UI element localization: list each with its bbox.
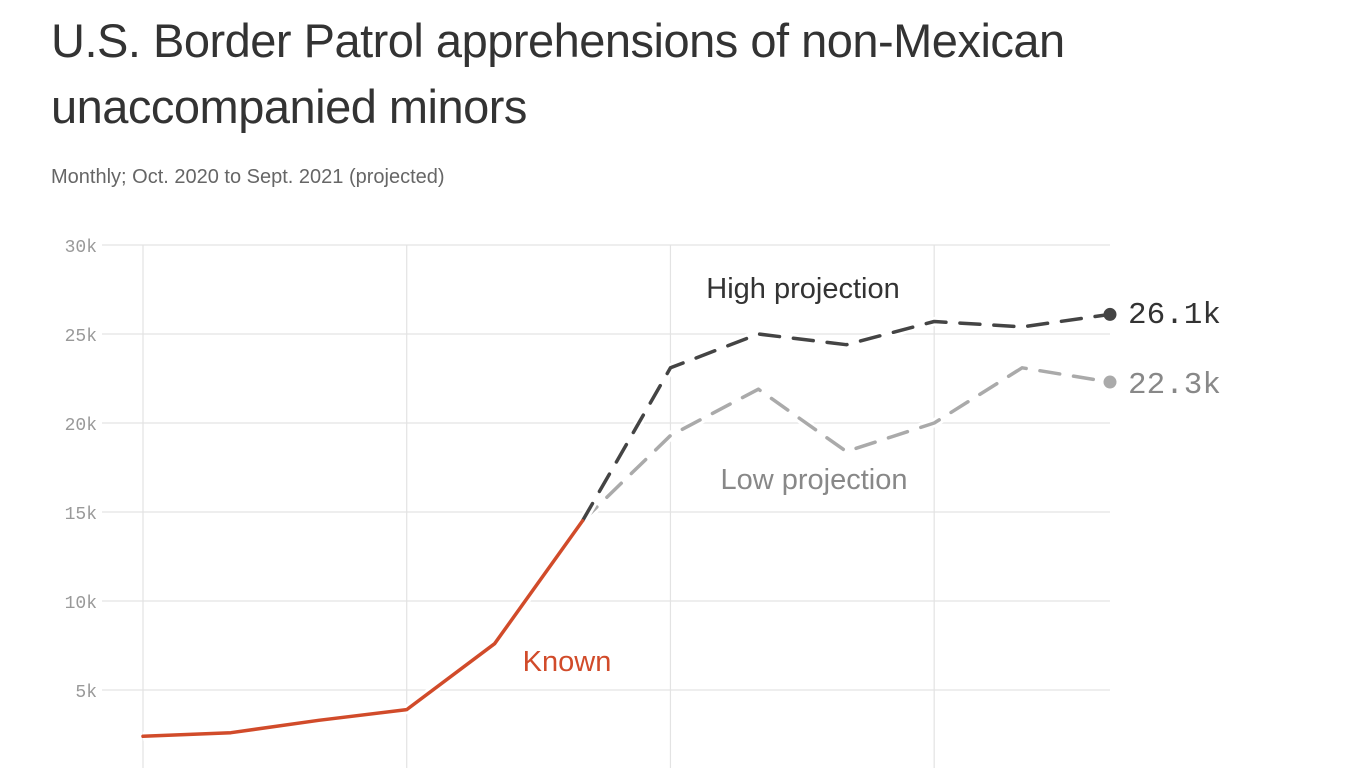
y-tick-label: 25k [65, 327, 97, 347]
chart-subtitle: Monthly; Oct. 2020 to Sept. 2021 (projec… [51, 166, 445, 188]
line-halo [142, 518, 587, 741]
low-projection-line [580, 366, 1112, 523]
chart-title: U.S. Border Patrol apprehensions of non-… [51, 14, 1065, 133]
known-label: Known [523, 646, 612, 678]
low-projection-label: Low projection [721, 464, 908, 496]
high-projection-line [580, 312, 1112, 523]
low-projection-end-dot [1103, 375, 1117, 389]
high-end-value: 26.1k [1128, 298, 1221, 333]
known-line [141, 519, 585, 739]
low-end-value: 22.3k [1128, 368, 1221, 403]
y-tick-label: 30k [65, 238, 97, 258]
y-tick-label: 20k [65, 416, 97, 436]
y-tick-label: 5k [75, 683, 97, 703]
y-axis: 30k 25k 20k 15k 10k 5k [65, 238, 97, 703]
high-projection-end-dot [1103, 307, 1117, 321]
series-lines [141, 307, 1117, 741]
grid [102, 244, 1110, 768]
y-tick-label: 15k [65, 505, 97, 525]
high-projection-label: High projection [706, 273, 899, 305]
y-tick-label: 10k [65, 594, 97, 614]
